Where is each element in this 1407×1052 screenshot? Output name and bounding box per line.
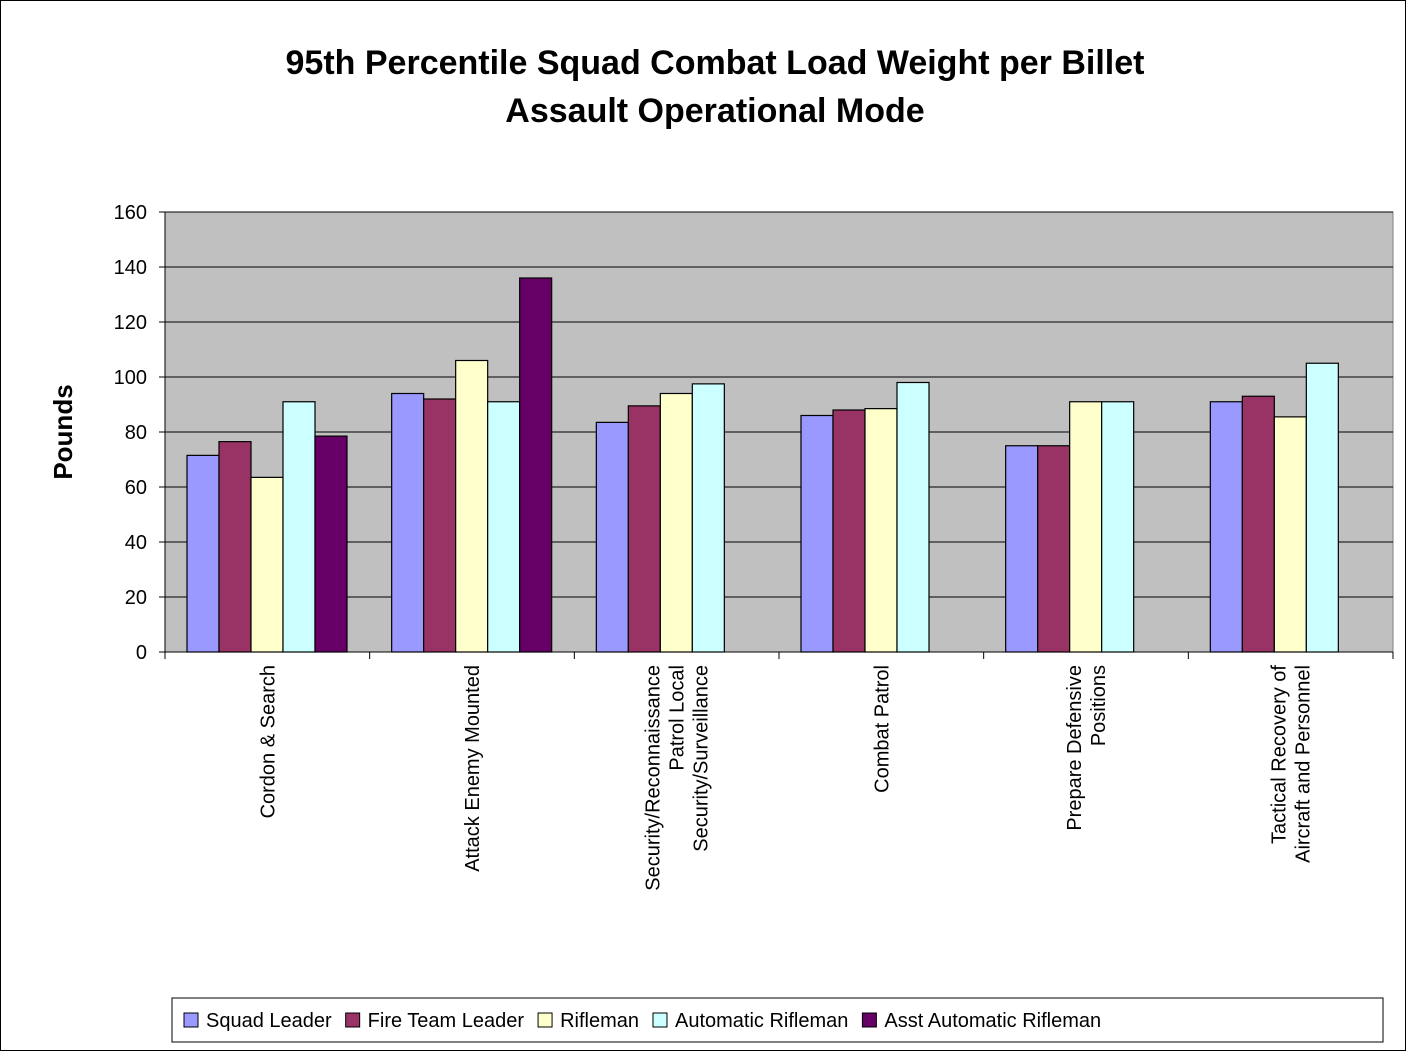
bar xyxy=(487,401,521,653)
legend-swatch xyxy=(183,1012,199,1028)
chart-subtitle: Assault Operational Mode xyxy=(505,92,924,130)
y-axis-title: Pounds xyxy=(48,384,78,479)
y-tick-label: 140 xyxy=(114,257,147,279)
bar xyxy=(864,408,898,653)
legend-label: Squad Leader xyxy=(206,1010,332,1032)
legend-swatch xyxy=(861,1012,877,1028)
bar xyxy=(896,381,930,653)
x-tick-label: Prepare Defensive Positions xyxy=(1064,665,1110,831)
bar xyxy=(1005,445,1039,653)
legend-label: Asst Automatic Rifleman xyxy=(884,1010,1101,1032)
bar xyxy=(832,409,866,653)
bar xyxy=(1209,401,1243,653)
bar xyxy=(1101,401,1135,653)
bar xyxy=(659,392,693,653)
bar xyxy=(691,383,725,653)
y-tick-label: 40 xyxy=(125,532,147,554)
legend-swatch xyxy=(345,1012,361,1028)
legend-box xyxy=(171,997,1384,1043)
bar xyxy=(391,392,425,653)
bar xyxy=(250,476,284,653)
y-tick-label: 120 xyxy=(114,312,147,334)
x-tick-label: Combat Patrol xyxy=(871,665,893,793)
y-tick-label: 20 xyxy=(125,587,147,609)
bar xyxy=(1069,401,1103,653)
y-tick-label: 60 xyxy=(125,477,147,499)
x-tick-label: Tactical Recovery of Aircraft and Personn… xyxy=(1269,665,1315,863)
bar xyxy=(595,421,629,653)
bar xyxy=(218,441,252,653)
bar xyxy=(186,454,220,653)
legend-swatch xyxy=(537,1012,553,1028)
y-tick-label: 80 xyxy=(125,422,147,444)
bar xyxy=(314,435,348,653)
legend-label: Fire Team Leader xyxy=(368,1010,525,1032)
bar xyxy=(1273,416,1307,653)
y-tick-label: 0 xyxy=(136,642,147,664)
legend-label: Automatic Rifleman xyxy=(675,1010,848,1032)
legend-label: Rifleman xyxy=(560,1010,639,1032)
x-tick-label: Attack Enemy Mounted xyxy=(462,665,484,872)
x-tick-label: Cordon & Search xyxy=(257,665,279,818)
legend-swatch xyxy=(652,1012,668,1028)
y-tick-label: 160 xyxy=(114,202,147,224)
x-tick-label: Security/Reconnaissance Patrol Local Secur… xyxy=(643,665,713,891)
bar xyxy=(423,398,457,653)
bar xyxy=(1241,395,1275,653)
bar xyxy=(282,401,316,653)
bar xyxy=(519,277,553,653)
bar xyxy=(455,359,489,653)
chart-title: 95th Percentile Squad Combat Load Weight… xyxy=(286,44,1145,82)
bar xyxy=(1037,445,1071,653)
y-tick-label: 100 xyxy=(114,367,147,389)
bar xyxy=(1305,362,1339,653)
bar xyxy=(627,405,661,653)
bar xyxy=(800,414,834,653)
